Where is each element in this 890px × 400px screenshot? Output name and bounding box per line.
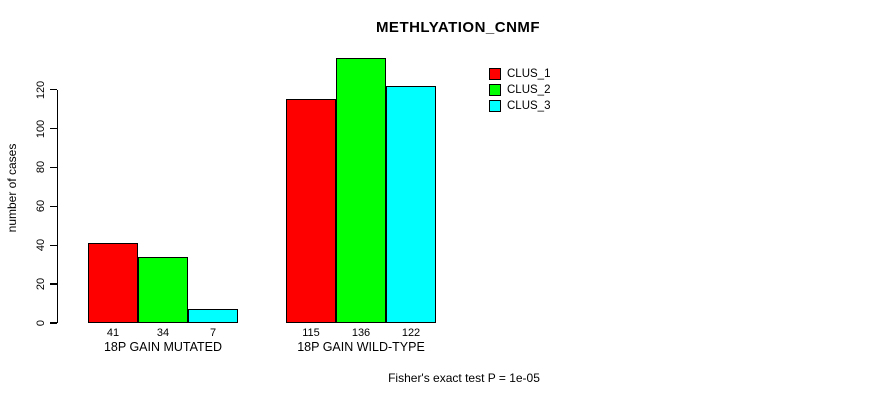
y-axis-tick-label: 80	[35, 161, 47, 174]
bar-value-label: 136	[351, 327, 371, 339]
bar-value-label: 34	[156, 327, 170, 339]
bar-value-label: 41	[106, 327, 120, 339]
y-axis-line	[57, 89, 59, 323]
legend-swatch-clus_2	[489, 84, 501, 96]
bar-clus_3-group1	[188, 309, 238, 323]
y-axis-tick-label: 60	[35, 200, 47, 213]
bar-clus_1-group2	[286, 99, 336, 323]
legend-swatch-clus_3	[489, 100, 501, 112]
y-axis-tick	[50, 127, 57, 130]
y-axis-tick-label: 20	[35, 277, 47, 291]
bar-clus_3-group2	[386, 85, 436, 323]
y-axis-tick-label: 100	[35, 119, 47, 138]
x-category-label: 18P GAIN WILD-TYPE	[297, 340, 425, 354]
legend-swatch-clus_1	[489, 68, 501, 80]
legend-label: CLUS_1	[507, 68, 551, 80]
bar-clus_2-group1	[138, 256, 188, 323]
y-axis-tick-label: 0	[35, 319, 47, 327]
y-axis-tick	[50, 205, 57, 207]
y-axis-tick	[50, 283, 57, 285]
y-axis-tick	[50, 322, 57, 324]
y-axis-tick-label: 40	[35, 239, 47, 252]
legend-item: CLUS_1	[489, 66, 550, 82]
bar-value-label: 115	[302, 327, 320, 339]
legend-label: CLUS_2	[507, 84, 551, 96]
y-axis-tick	[50, 88, 57, 91]
bar-clus_2-group2	[336, 58, 386, 323]
y-axis-tick	[50, 244, 57, 246]
y-axis-label: number of cases	[5, 143, 19, 233]
bar-clus_1-group1	[88, 243, 138, 323]
bar-value-label: 7	[209, 327, 217, 339]
bar-value-label: 122	[401, 327, 421, 339]
x-category-label: 18P GAIN MUTATED	[103, 340, 223, 354]
legend-label: CLUS_3	[507, 100, 551, 112]
y-axis-tick-label: 120	[35, 80, 47, 99]
y-axis-tick	[50, 166, 57, 169]
legend-item: CLUS_3	[489, 98, 550, 114]
legend-item: CLUS_2	[489, 82, 550, 98]
footer-note: Fisher's exact test P = 1e-05	[388, 371, 540, 385]
legend: CLUS_1 CLUS_2 CLUS_3	[489, 66, 550, 114]
chart-title: METHLYATION_CNMF	[375, 19, 541, 36]
